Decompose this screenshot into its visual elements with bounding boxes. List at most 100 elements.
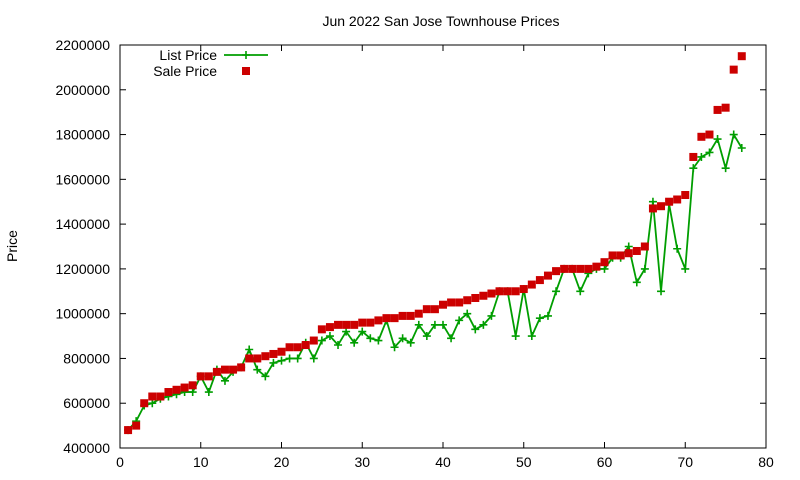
data-point-sale-price (439, 300, 447, 309)
data-point-sale-price (148, 392, 157, 401)
data-point-sale-price (737, 52, 746, 61)
data-point-sale-price (293, 343, 302, 352)
x-tick-label: 80 (758, 454, 774, 470)
data-point-sale-price (422, 305, 431, 314)
data-point-list-price (600, 264, 609, 273)
data-point-sale-price (560, 264, 569, 273)
data-point-list-price (705, 148, 714, 157)
axes: 0 10 20 30 40 50 60 70 80 400000 600000 800000 10000… (55, 37, 774, 470)
y-tick-label: 2000000 (55, 82, 110, 98)
data-point-sale-price (229, 365, 238, 374)
data-point-sale-price (519, 285, 528, 294)
data-point-sale-price (317, 325, 326, 334)
data-point-list-price (374, 336, 383, 345)
data-point-sale-price (350, 320, 359, 329)
data-point-sale-price (495, 287, 504, 296)
data-point-list-price (358, 327, 367, 336)
data-point-sale-price (640, 242, 649, 251)
x-tick-label: 10 (193, 454, 209, 470)
data-point-list-price (245, 345, 254, 354)
data-point-list-price (285, 354, 294, 363)
y-tick-label: 800000 (63, 350, 110, 366)
data-point-list-price (511, 332, 520, 341)
data-point-sale-price (568, 264, 577, 273)
data-point-sale-price (697, 132, 706, 141)
data-point-list-price (543, 311, 552, 320)
data-point-list-price (317, 336, 326, 345)
data-point-sale-price (463, 296, 472, 305)
data-point-list-price (414, 320, 423, 329)
data-point-list-price (576, 287, 585, 296)
y-tick-label: 2200000 (55, 37, 110, 53)
data-point-sale-price (390, 314, 399, 323)
data-point-list-price (713, 135, 722, 144)
data-point-list-price (673, 244, 682, 253)
data-point-sale-price (374, 316, 383, 325)
data-point-sale-price (576, 264, 585, 273)
data-point-sale-price (592, 262, 601, 271)
data-point-sale-price (673, 195, 682, 204)
data-point-list-price (350, 338, 359, 347)
x-tick-label: 0 (116, 454, 124, 470)
x-tick-label: 20 (274, 454, 290, 470)
data-point-list-price (261, 372, 270, 381)
data-point-list-price (277, 356, 286, 365)
data-point-sale-price (398, 311, 407, 320)
y-tick-label: 1400000 (55, 216, 110, 232)
data-point-sale-price (608, 251, 617, 260)
y-axis-label: Price (4, 230, 20, 262)
data-point-sale-price (535, 276, 544, 285)
data-point-list-price (471, 325, 480, 334)
data-point-list-price (439, 320, 447, 329)
data-point-list-price (398, 334, 407, 343)
data-point-list-price (325, 332, 334, 341)
data-point-list-price (188, 388, 197, 397)
series-1 (124, 52, 746, 435)
data-point-sale-price (358, 318, 367, 327)
data-point-sale-price (527, 280, 536, 289)
data-point-list-price (552, 287, 561, 296)
y-tick-label: 600000 (63, 395, 110, 411)
data-point-list-price (463, 309, 472, 318)
data-point-list-price (422, 332, 431, 341)
data-point-sale-price (237, 363, 246, 372)
data-point-list-price (689, 164, 698, 173)
data-point-sale-price (180, 383, 189, 392)
data-point-sale-price (479, 291, 488, 300)
data-point-sale-price (124, 426, 133, 435)
data-point-sale-price (382, 314, 391, 323)
data-point-list-price (366, 334, 375, 343)
data-point-sale-price (616, 251, 625, 260)
data-point-sale-price (430, 305, 439, 314)
data-point-list-price (648, 197, 657, 206)
data-point-list-price (640, 264, 649, 273)
data-point-sale-price (212, 367, 221, 376)
legend-swatch-marker (242, 67, 250, 75)
data-point-sale-price (681, 191, 690, 200)
x-tick-label: 30 (354, 454, 370, 470)
series-layer (124, 52, 746, 435)
data-point-list-price (447, 334, 456, 343)
data-point-sale-price (721, 103, 730, 112)
data-point-list-price (697, 152, 706, 161)
data-point-list-price (729, 130, 738, 139)
data-point-sale-price (220, 365, 229, 374)
data-point-sale-price (342, 320, 351, 329)
data-point-sale-price (648, 204, 657, 213)
data-point-sale-price (503, 287, 512, 296)
data-point-sale-price (487, 289, 496, 298)
data-point-list-price (657, 287, 666, 296)
legend-label: Sale Price (153, 63, 217, 79)
data-point-sale-price (447, 298, 456, 307)
data-point-list-price (721, 164, 730, 173)
data-point-list-price (220, 376, 229, 385)
data-point-sale-price (414, 309, 423, 318)
data-point-list-price (293, 354, 302, 363)
data-point-sale-price (156, 392, 165, 401)
data-point-sale-price (132, 421, 141, 430)
data-point-list-price (334, 341, 343, 350)
data-point-sale-price (188, 381, 197, 390)
data-point-sale-price (552, 267, 561, 276)
